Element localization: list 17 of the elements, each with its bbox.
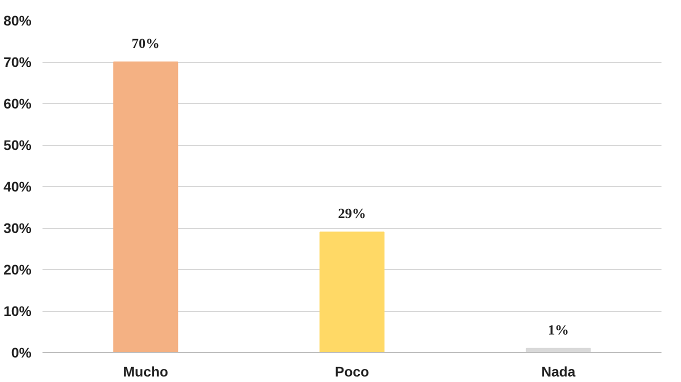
bar [113,62,178,352]
y-tick-label: 40% [3,178,32,194]
data-label: 70% [132,37,160,52]
x-tick-label: Poco [334,364,370,380]
y-tick-label: 0% [11,344,32,360]
y-tick-label: 20% [3,262,32,278]
y-tick-label: 80% [3,12,32,28]
y-tick-label: 50% [3,137,32,153]
bar [320,232,384,352]
y-tick-label: 10% [3,303,32,319]
data-label: 1% [548,323,569,338]
y-tick-label: 60% [3,96,32,112]
y-tick-label: 30% [3,220,32,236]
x-tick-label: Nada [541,364,576,380]
y-tick-label: 70% [3,54,32,70]
data-label: 29% [338,207,366,222]
x-tick-label: Mucho [123,364,168,380]
